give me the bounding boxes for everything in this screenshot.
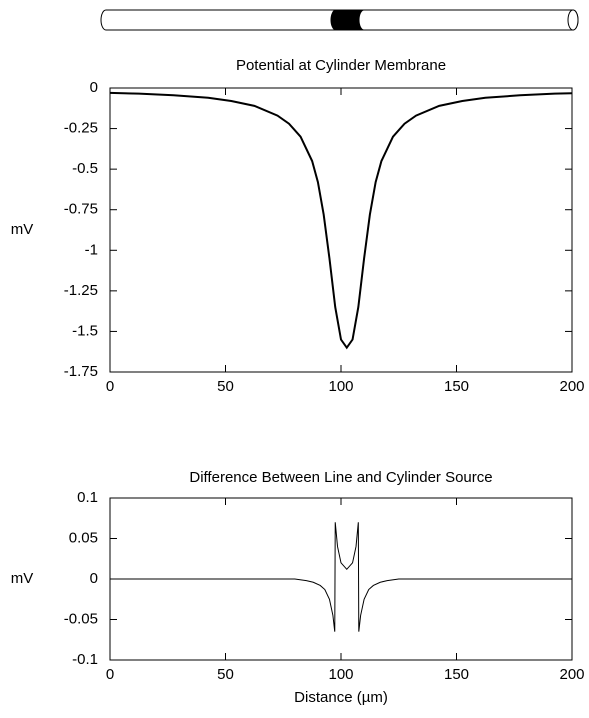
- source-band: [330, 9, 365, 31]
- y-tick-label: -1: [85, 241, 98, 258]
- y-tick-label: -1.5: [72, 322, 98, 339]
- x-tick-label: 200: [559, 378, 584, 395]
- data-line: [110, 522, 572, 632]
- y-tick-label: 0: [90, 79, 98, 96]
- y-tick-label: -0.75: [64, 201, 98, 218]
- y-tick-label: -1.75: [64, 363, 98, 380]
- x-tick-label: 150: [444, 666, 469, 683]
- x-tick-label: 0: [106, 666, 114, 683]
- y-axis-label: mV: [11, 221, 34, 238]
- x-tick-label: 100: [328, 378, 353, 395]
- x-tick-label: 50: [217, 666, 234, 683]
- y-axis-label: mV: [11, 570, 34, 587]
- x-tick-label: 100: [328, 666, 353, 683]
- chart-title: Potential at Cylinder Membrane: [236, 57, 446, 74]
- x-tick-label: 50: [217, 378, 234, 395]
- x-tick-label: 0: [106, 378, 114, 395]
- plot-frame: [109, 87, 573, 373]
- y-tick-label: -0.5: [72, 160, 98, 177]
- cylinder-diagram: [100, 9, 579, 31]
- x-tick-label: 200: [559, 666, 584, 683]
- y-tick-label: -0.1: [72, 651, 98, 668]
- y-tick-label: -1.25: [64, 282, 98, 299]
- y-tick-label: 0.1: [77, 489, 98, 506]
- y-tick-label: -0.25: [64, 120, 98, 137]
- cylinder-end: [567, 9, 579, 31]
- y-tick-label: 0: [90, 570, 98, 587]
- x-tick-label: 150: [444, 378, 469, 395]
- y-tick-label: -0.05: [64, 610, 98, 627]
- data-line: [109, 91, 573, 350]
- x-axis-label: Distance (µm): [294, 689, 388, 706]
- chart-title: Difference Between Line and Cylinder Sou…: [189, 469, 492, 486]
- y-tick-label: 0.05: [69, 529, 98, 546]
